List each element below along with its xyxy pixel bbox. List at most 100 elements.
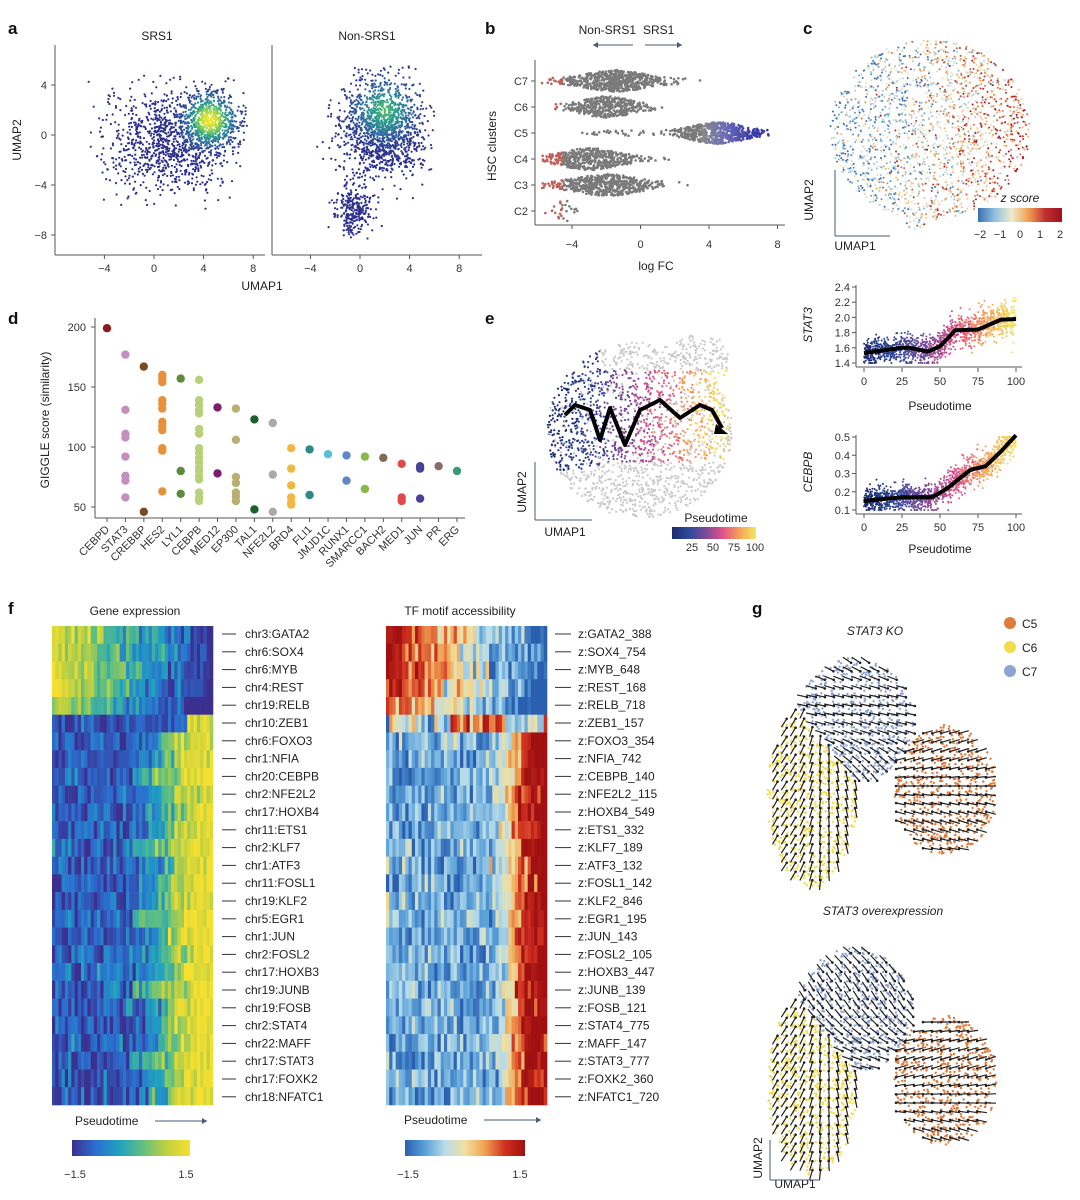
umap-point [169,174,172,177]
beeswarm-point [756,132,760,135]
umap-point [188,98,191,102]
umap-point [331,137,334,140]
umap-point [384,159,387,162]
umap-point [405,177,408,180]
beeswarm-point [550,82,553,86]
umap-point [173,180,177,183]
umap-point [334,124,337,127]
umap-point [119,98,122,101]
panel-f-label: f [8,599,14,618]
umap-point [141,102,144,105]
umap-point [173,165,176,169]
umap-point [403,155,407,158]
umap-point [127,177,130,180]
umap-point [191,173,195,176]
beeswarm-point [597,79,600,83]
umap-point [405,120,408,124]
umap-point [206,164,209,167]
umap-point [357,227,360,230]
umap-point [127,112,130,115]
beeswarm-point [659,132,663,135]
umap-point [155,184,158,187]
umap-point [189,163,192,166]
umap-point [245,124,248,127]
umap-point [148,130,151,133]
umap-point [161,104,164,107]
umap-point [363,138,366,141]
umap-point [387,123,390,126]
umap-point [341,200,344,203]
umap-point [179,160,183,163]
umap-point [411,174,414,177]
umap-point [211,124,215,127]
umap-point [418,144,421,147]
umap-point [165,145,168,149]
umap-point [214,162,217,165]
beeswarm-point [634,81,638,84]
umap-point [167,154,170,158]
umap-point [345,181,348,184]
beeswarm-point [766,132,770,136]
umap-point [132,147,135,150]
umap-point [193,147,196,150]
umap-point [412,135,415,138]
beeswarm-point [630,76,633,80]
umap-point [223,146,226,149]
umap-point [411,116,414,119]
umap-point [185,86,188,89]
umap-point [347,226,350,230]
umap-point [352,171,355,174]
umap-point [205,97,208,101]
umap-point [164,126,167,129]
umap-point [380,119,383,122]
umap-point [112,94,116,97]
umap-point [398,107,401,110]
umap-point [150,132,153,135]
umap-point [172,76,175,79]
umap-point [370,97,373,100]
umap-point [206,123,209,126]
umap-point [349,153,352,156]
umap-point [342,197,345,201]
umap-point [190,145,193,148]
umap-point [333,215,336,218]
umap-point [410,150,413,153]
umap-point [178,188,181,191]
beeswarm-point [618,70,621,74]
umap-point [374,123,377,126]
beeswarm-point [565,79,569,82]
beeswarm-point [592,111,595,115]
umap-point [365,204,368,207]
umap-point [375,216,378,219]
beeswarm-point [586,77,589,80]
umap-point [242,138,245,141]
beeswarm-point [551,76,555,80]
umap-point [197,145,200,148]
beeswarm-point [594,100,598,103]
beeswarm-point [611,79,614,82]
umap-point [419,113,422,116]
beeswarm-point [740,129,743,133]
umap-point [215,156,218,159]
umap-point [106,114,109,117]
umap-point [334,158,337,161]
beeswarm-point [607,115,611,118]
beeswarm-point [576,106,579,109]
umap-point [228,112,231,115]
beeswarm-point [691,130,694,134]
umap-point [355,79,358,82]
umap-point [169,153,172,156]
umap-point [396,85,399,88]
umap-point [333,207,337,210]
umap-point [158,110,161,113]
umap-point [185,92,188,95]
beeswarm-point [598,107,601,110]
umap-point [129,99,132,102]
umap-point [359,153,362,157]
umap-point [333,212,336,215]
umap-point [144,162,147,165]
beeswarm-point [641,129,645,133]
umap-point [351,200,354,203]
beeswarm-point [602,115,606,119]
beeswarm-point [568,75,572,78]
